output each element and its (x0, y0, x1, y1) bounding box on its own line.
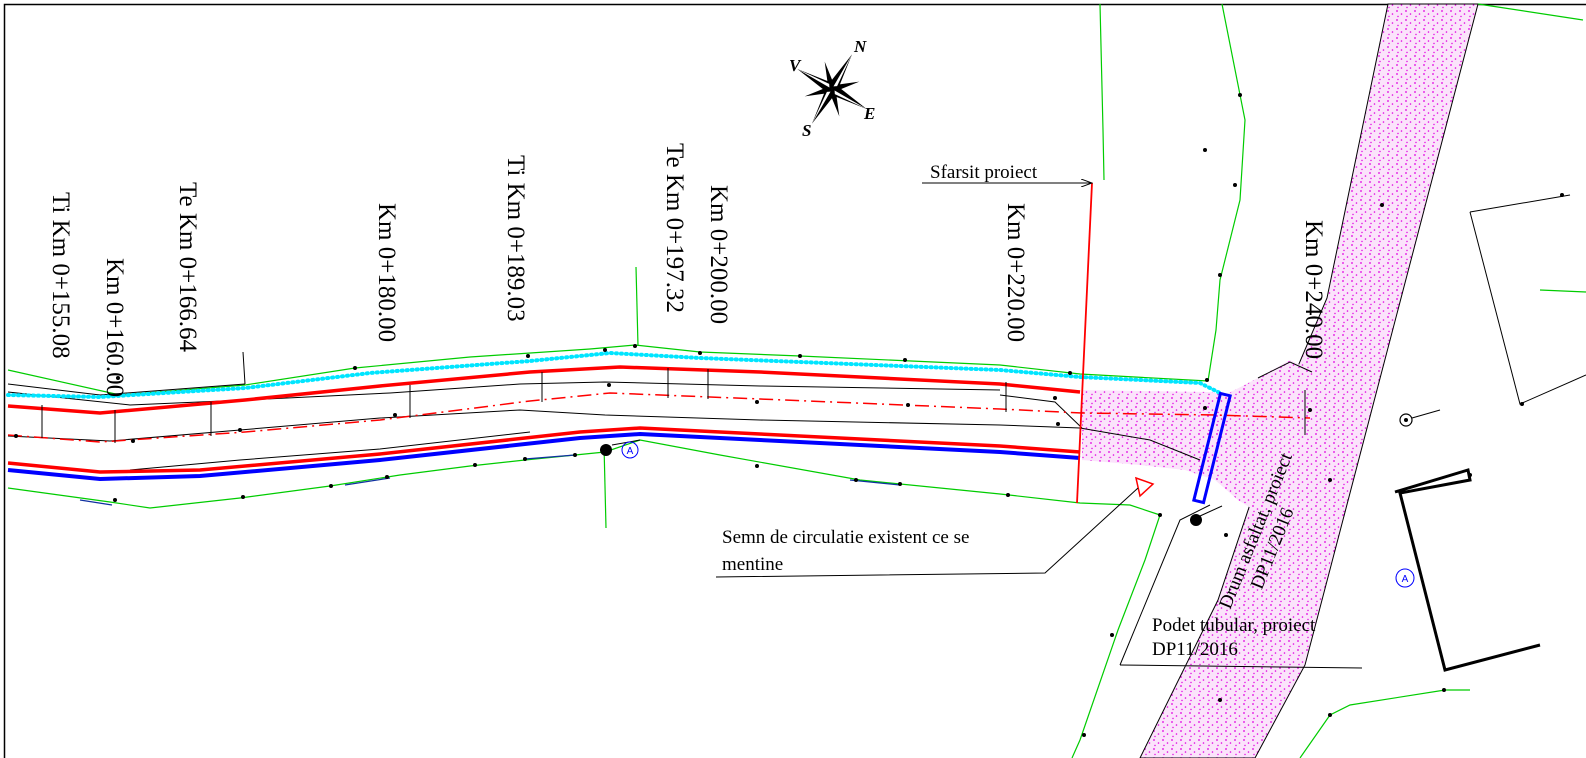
culvert-note-line1: Podet tubular, proiect (1152, 615, 1316, 636)
label-km-197: Te Km 0+197.32 (661, 143, 688, 313)
label-km-240: Km 0+240.00 (1300, 220, 1327, 359)
label-km-180: Km 0+180.00 (373, 203, 400, 342)
traffic-sign-triangle (1134, 476, 1155, 498)
road-edge-blue (7, 431, 1081, 482)
north-arrow-icon (797, 54, 867, 124)
ditch-line (6, 350, 1224, 400)
end-of-project-label: Sfarsit proiect (930, 162, 1038, 183)
road-axis (7, 392, 1311, 443)
traffic-sign-note-line1: Semn de circulatie existent ce se (722, 527, 969, 548)
label-km-155: Ti Km 0+155.08 (47, 192, 74, 359)
compass-s: S (802, 121, 811, 140)
compass-e: E (863, 104, 875, 123)
survey-points (14, 93, 1564, 737)
svg-text:A: A (627, 446, 634, 457)
compass-n: N (853, 37, 867, 56)
compass-v: V (789, 56, 802, 75)
parcel-boundary (1394, 468, 1541, 672)
traffic-sign-note-line2: mentine (722, 554, 783, 575)
label-km-160: Km 0+160.00 (101, 258, 128, 397)
pole-symbol (600, 409, 1441, 526)
property-boundaries (7, 3, 1586, 758)
leader-lines (715, 487, 1363, 669)
label-km-166: Te Km 0+166.64 (174, 182, 201, 352)
end-of-project-marker (922, 183, 1092, 504)
culvert-rectangle (1192, 391, 1232, 505)
station-ticks (41, 368, 1306, 443)
svg-text:A: A (1402, 574, 1409, 585)
label-km-200: Km 0+200.00 (705, 185, 732, 324)
sign-marker-icon: A A (621, 441, 1415, 588)
chainage-labels: Ti Km 0+155.08 Km 0+160.00 Te Km 0+166.6… (47, 143, 1327, 397)
culvert-note-line2: DP11/2016 (1152, 639, 1238, 660)
drawing-frame (3, 3, 1586, 758)
asphalt-road-area (1082, 3, 1479, 758)
road-edges (7, 365, 1081, 474)
blue-segments (79, 454, 901, 506)
label-km-220: Km 0+220.00 (1002, 203, 1029, 342)
label-km-189: Ti Km 0+189.03 (502, 155, 529, 322)
